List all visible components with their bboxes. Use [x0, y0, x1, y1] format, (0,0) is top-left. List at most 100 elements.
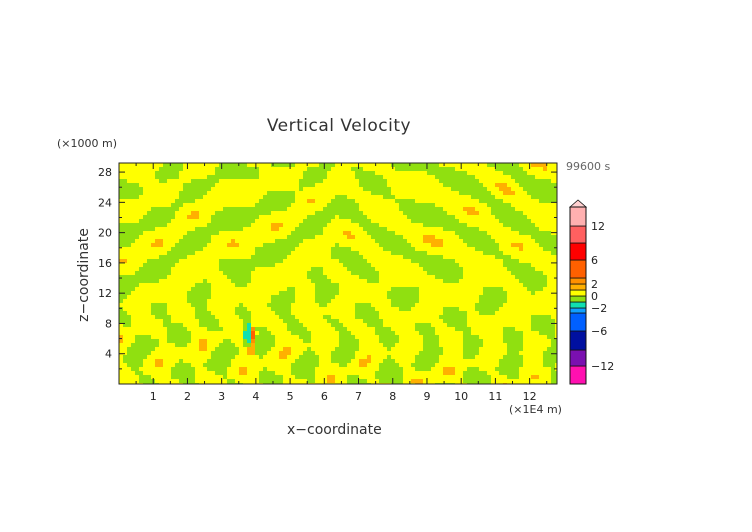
heatmap-cell [243, 179, 247, 183]
heatmap-cell [279, 311, 283, 315]
heatmap-cell [159, 311, 163, 315]
heatmap-cell [139, 267, 143, 271]
heatmap-cell [139, 199, 143, 203]
heatmap-cell [363, 303, 367, 307]
heatmap-cell [143, 255, 147, 259]
heatmap-cell [119, 243, 123, 247]
heatmap-cell [499, 275, 503, 279]
heatmap-cell [515, 327, 519, 331]
heatmap-cell [535, 191, 539, 195]
heatmap-cell [223, 191, 227, 195]
heatmap-cell [163, 343, 167, 347]
heatmap-cell [179, 335, 183, 339]
heatmap-cell [455, 335, 459, 339]
heatmap-cell [175, 319, 179, 323]
heatmap-cell [127, 199, 131, 203]
heatmap-cell [235, 287, 239, 291]
heatmap-cell [307, 271, 311, 275]
heatmap-cell [203, 307, 207, 311]
heatmap-cell [167, 183, 171, 187]
heatmap-cell [291, 287, 295, 291]
heatmap-cell [327, 183, 331, 187]
heatmap-cell [491, 315, 495, 319]
heatmap-cell [491, 207, 495, 211]
heatmap-cell [463, 323, 467, 327]
heatmap-cell [355, 271, 359, 275]
heatmap-cell [199, 171, 203, 175]
heatmap-cell [431, 247, 435, 251]
heatmap-cell [315, 279, 319, 283]
heatmap-cell [427, 283, 431, 287]
heatmap-cell [211, 179, 215, 183]
heatmap-cell [203, 243, 207, 247]
heatmap-cell [187, 339, 191, 343]
heatmap-cell [303, 319, 307, 323]
heatmap-cell [479, 171, 483, 175]
heatmap-cell [203, 311, 207, 315]
heatmap-cell [211, 187, 215, 191]
heatmap-cell [275, 171, 279, 175]
heatmap-cell [403, 235, 407, 239]
heatmap-cell [135, 255, 139, 259]
heatmap-cell [219, 283, 223, 287]
heatmap-cell [183, 203, 187, 207]
heatmap-cell [255, 231, 259, 235]
heatmap-cell [223, 327, 227, 331]
heatmap-cell [243, 271, 247, 275]
heatmap-cell [323, 183, 327, 187]
heatmap-cell [439, 299, 443, 303]
heatmap-cell [539, 203, 543, 207]
heatmap-cell [323, 263, 327, 267]
heatmap-cell [127, 263, 131, 267]
heatmap-cell [207, 303, 211, 307]
heatmap-cell [471, 271, 475, 275]
heatmap-cell [227, 207, 231, 211]
heatmap-cell [415, 171, 419, 175]
heatmap-cell [555, 287, 557, 291]
heatmap-cell [231, 215, 235, 219]
heatmap-cell [363, 339, 367, 343]
heatmap-cell [547, 315, 551, 319]
heatmap-cell [263, 335, 267, 339]
heatmap-cell [219, 239, 223, 243]
heatmap-cell [395, 259, 399, 263]
heatmap-cell [399, 263, 403, 267]
heatmap-cell [251, 171, 255, 175]
heatmap-cell [163, 255, 167, 259]
heatmap-cell [271, 283, 275, 287]
heatmap-cell [119, 255, 123, 259]
heatmap-cell [311, 315, 315, 319]
heatmap-cell [239, 199, 243, 203]
heatmap-cell [327, 303, 331, 307]
heatmap-cell [171, 191, 175, 195]
heatmap-cell [471, 163, 475, 167]
heatmap-cell [379, 275, 383, 279]
heatmap-cell [179, 187, 183, 191]
heatmap-cell [435, 315, 439, 319]
heatmap-cell [135, 195, 139, 199]
heatmap-cell [183, 283, 187, 287]
heatmap-cell [119, 271, 123, 275]
heatmap-cell [523, 339, 527, 343]
heatmap-cell [231, 307, 235, 311]
heatmap-cell [299, 311, 303, 315]
heatmap-cell [539, 259, 543, 263]
heatmap-cell [423, 283, 427, 287]
heatmap-cell [507, 267, 511, 271]
heatmap-cell [419, 175, 423, 179]
heatmap-cell [203, 251, 207, 255]
heatmap-cell [359, 319, 363, 323]
heatmap-cell [491, 171, 495, 175]
heatmap-cell [219, 211, 223, 215]
heatmap-cell [539, 251, 543, 255]
heatmap-cell [199, 167, 203, 171]
heatmap-cell [127, 167, 131, 171]
heatmap-cell [499, 255, 503, 259]
heatmap-cell [407, 319, 411, 323]
heatmap-cell [179, 195, 183, 199]
heatmap-cell [515, 203, 519, 207]
heatmap-cell [211, 299, 215, 303]
heatmap-cell [539, 223, 543, 227]
heatmap-cell [403, 219, 407, 223]
heatmap-cell [395, 247, 399, 251]
